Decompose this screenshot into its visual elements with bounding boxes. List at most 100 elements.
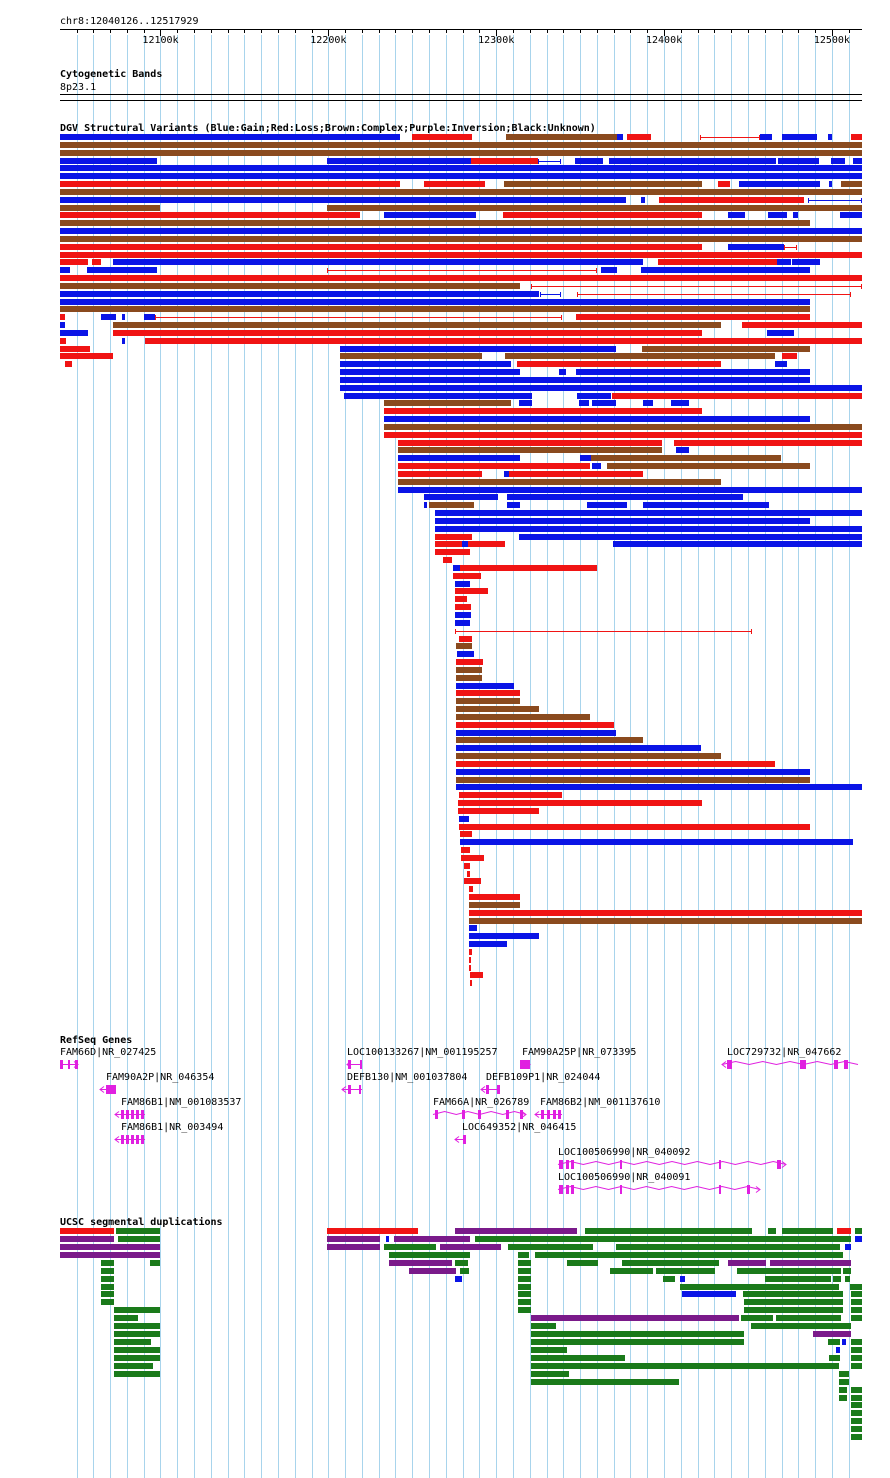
dgv-variant-loss[interactable] xyxy=(576,314,810,320)
dgv-variant-complex[interactable] xyxy=(456,706,539,712)
dgv-variant-complex[interactable] xyxy=(607,463,810,469)
dgv-variant-gain[interactable] xyxy=(592,463,601,469)
dgv-variant-gain[interactable] xyxy=(580,455,591,461)
dgv-variant-complex[interactable] xyxy=(60,150,862,156)
dgv-variant-loss[interactable] xyxy=(461,847,470,853)
dgv-variant-gain[interactable] xyxy=(60,322,65,328)
segdup-feature-duplication[interactable] xyxy=(518,1291,531,1297)
dgv-variant-loss[interactable] xyxy=(674,440,862,446)
dgv-variant-loss[interactable] xyxy=(470,972,483,978)
dgv-variant-loss[interactable] xyxy=(60,212,360,218)
segdup-feature-inversion[interactable] xyxy=(327,1244,380,1250)
dgv-variant-loss[interactable] xyxy=(113,330,702,336)
dgv-variant-loss[interactable] xyxy=(782,353,797,359)
segdup-feature-duplication[interactable] xyxy=(839,1395,847,1401)
dgv-variant-gain[interactable] xyxy=(113,259,643,265)
dgv-variant-gain[interactable] xyxy=(340,377,810,383)
dgv-variant-gain[interactable] xyxy=(60,330,88,336)
segdup-feature-gain[interactable] xyxy=(836,1347,840,1353)
segdup-feature-duplication[interactable] xyxy=(616,1244,840,1250)
dgv-variant-loss[interactable] xyxy=(92,259,101,265)
segdup-feature-duplication[interactable] xyxy=(680,1284,839,1290)
segdup-feature-duplication[interactable] xyxy=(518,1276,531,1282)
refseq-gene[interactable]: LOC729732|NR_047662 xyxy=(721,1047,859,1069)
segdup-feature-duplication[interactable] xyxy=(114,1331,160,1337)
dgv-variant-gain[interactable] xyxy=(457,651,474,657)
dgv-variant-gain[interactable] xyxy=(456,769,810,775)
dgv-variant-loss[interactable] xyxy=(60,252,862,258)
segdup-feature-duplication[interactable] xyxy=(743,1291,843,1297)
dgv-variant-gain[interactable] xyxy=(327,158,471,164)
segdup-feature-inversion[interactable] xyxy=(394,1236,470,1242)
segdup-feature-duplication[interactable] xyxy=(829,1355,840,1361)
dgv-variant-gain[interactable] xyxy=(519,534,862,540)
dgv-variant-complex[interactable] xyxy=(398,479,721,485)
segdup-feature-duplication[interactable] xyxy=(114,1363,153,1369)
dgv-variant-gain[interactable] xyxy=(340,369,520,375)
dgv-variant-loss[interactable] xyxy=(412,134,472,140)
segdup-feature-duplication[interactable] xyxy=(114,1315,138,1321)
dgv-variant-loss[interactable] xyxy=(460,565,597,571)
dgv-variant-gain[interactable] xyxy=(587,502,627,508)
dgv-variant-loss[interactable] xyxy=(463,588,488,594)
segdup-feature-duplication[interactable] xyxy=(851,1426,862,1432)
dgv-variant-gain[interactable] xyxy=(462,541,468,547)
dgv-variant-gain[interactable] xyxy=(435,526,862,532)
dgv-variant-loss[interactable] xyxy=(627,134,651,140)
segdup-feature-gain[interactable] xyxy=(855,1236,862,1242)
dgv-variant-complex[interactable] xyxy=(113,322,721,328)
segdup-feature-duplication[interactable] xyxy=(622,1260,719,1266)
dgv-variant-gain[interactable] xyxy=(775,361,787,367)
dgv-variant-loss[interactable] xyxy=(456,722,614,728)
segdup-feature-duplication[interactable] xyxy=(851,1402,862,1408)
segdup-feature-duplication[interactable] xyxy=(768,1228,776,1234)
dgv-variant-loss[interactable] xyxy=(464,863,470,869)
dgv-variant-gain[interactable] xyxy=(767,330,794,336)
segdup-feature-duplication[interactable] xyxy=(101,1284,114,1290)
segdup-feature-duplication[interactable] xyxy=(535,1252,843,1258)
segdup-feature-duplication[interactable] xyxy=(114,1347,160,1353)
refseq-gene[interactable]: LOC100506990|NR_040092 xyxy=(557,1147,787,1169)
refseq-gene[interactable]: FAM66D|NR_027425 xyxy=(60,1047,156,1069)
dgv-variant-loss[interactable] xyxy=(464,878,481,884)
dgv-variant-gain[interactable] xyxy=(122,314,125,320)
dgv-variant-loss[interactable] xyxy=(469,957,471,963)
dgv-variant-gain[interactable] xyxy=(424,494,498,500)
segdup-feature-duplication[interactable] xyxy=(150,1260,160,1266)
dgv-variant-loss[interactable] xyxy=(435,541,462,547)
dgv-variant-loss[interactable] xyxy=(471,158,538,164)
dgv-variant-loss[interactable] xyxy=(455,596,467,602)
dgv-variant-complex[interactable] xyxy=(327,205,862,211)
dgv-variant-complex[interactable] xyxy=(456,675,482,681)
segdup-feature-duplication[interactable] xyxy=(114,1371,160,1377)
dgv-variant-gain[interactable] xyxy=(728,244,768,250)
dgv-variant-complex[interactable] xyxy=(60,220,810,226)
dgv-variant-gain[interactable] xyxy=(384,212,476,218)
refseq-gene[interactable]: FAM90A25P|NR_073395 xyxy=(520,1047,636,1069)
dgv-variant-loss[interactable] xyxy=(469,965,471,971)
dgv-variant-gain[interactable] xyxy=(576,369,810,375)
segdup-feature-duplication[interactable] xyxy=(851,1363,862,1369)
dgv-variant-gain[interactable] xyxy=(60,228,862,234)
segdup-feature-duplication[interactable] xyxy=(460,1268,469,1274)
dgv-variant-loss[interactable] xyxy=(65,361,72,367)
dgv-variant-gain[interactable] xyxy=(122,338,125,344)
dgv-variant-gain[interactable] xyxy=(60,165,862,171)
segdup-feature-duplication[interactable] xyxy=(531,1331,744,1337)
segdup-feature-inversion[interactable] xyxy=(728,1260,766,1266)
segdup-feature-duplication[interactable] xyxy=(384,1244,436,1250)
dgv-variant-complex[interactable] xyxy=(504,181,702,187)
dgv-variant-complex[interactable] xyxy=(469,918,862,924)
segdup-feature-duplication[interactable] xyxy=(567,1260,598,1266)
dgv-variant-complex[interactable] xyxy=(841,181,862,187)
dgv-variant-gain[interactable] xyxy=(831,158,845,164)
segdup-feature-duplication[interactable] xyxy=(531,1371,569,1377)
segdup-feature-duplication[interactable] xyxy=(839,1387,847,1393)
segdup-feature-inversion[interactable] xyxy=(389,1260,452,1266)
segdup-feature-inversion[interactable] xyxy=(327,1236,380,1242)
dgv-variant-gain[interactable] xyxy=(793,212,798,218)
dgv-variant-complex[interactable] xyxy=(642,346,810,352)
segdup-feature-duplication[interactable] xyxy=(839,1379,849,1385)
segdup-feature-duplication[interactable] xyxy=(508,1244,593,1250)
segdup-feature-duplication[interactable] xyxy=(656,1268,715,1274)
